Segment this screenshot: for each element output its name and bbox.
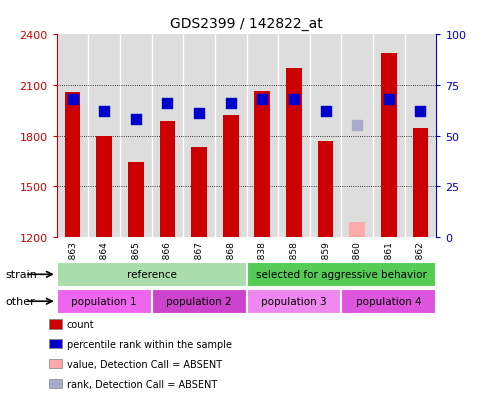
Text: percentile rank within the sample: percentile rank within the sample bbox=[67, 339, 232, 349]
Text: population 4: population 4 bbox=[356, 297, 422, 306]
Point bbox=[258, 97, 266, 103]
Point bbox=[100, 109, 108, 115]
Bar bbox=[246, 35, 278, 237]
Bar bbox=[341, 289, 436, 314]
Bar bbox=[373, 35, 405, 237]
Bar bbox=[215, 35, 246, 237]
Point bbox=[164, 101, 172, 107]
Point bbox=[132, 117, 140, 123]
Bar bbox=[278, 35, 310, 237]
Bar bbox=[405, 35, 436, 237]
Bar bbox=[152, 35, 183, 237]
Bar bbox=[152, 289, 246, 314]
Text: reference: reference bbox=[127, 270, 176, 280]
Bar bbox=[183, 35, 215, 237]
Bar bbox=[160, 122, 176, 237]
Bar bbox=[286, 69, 302, 237]
Text: rank, Detection Call = ABSENT: rank, Detection Call = ABSENT bbox=[67, 379, 217, 389]
Text: population 2: population 2 bbox=[166, 297, 232, 306]
Bar bbox=[65, 93, 80, 237]
Bar bbox=[57, 35, 88, 237]
Text: count: count bbox=[67, 319, 94, 329]
Bar bbox=[223, 116, 239, 237]
Bar bbox=[341, 35, 373, 237]
Bar bbox=[191, 148, 207, 237]
Point bbox=[195, 111, 203, 117]
Bar bbox=[413, 129, 428, 237]
Point bbox=[227, 101, 235, 107]
Bar bbox=[254, 92, 270, 237]
Bar bbox=[120, 35, 152, 237]
Text: GDS2399 / 142822_at: GDS2399 / 142822_at bbox=[170, 17, 323, 31]
Bar bbox=[310, 35, 341, 237]
Text: population 1: population 1 bbox=[71, 297, 137, 306]
Text: other: other bbox=[5, 297, 35, 306]
Bar bbox=[88, 35, 120, 237]
Point bbox=[385, 97, 393, 103]
Point bbox=[353, 123, 361, 130]
Text: value, Detection Call = ABSENT: value, Detection Call = ABSENT bbox=[67, 359, 222, 369]
Text: selected for aggressive behavior: selected for aggressive behavior bbox=[256, 270, 427, 280]
Bar bbox=[350, 222, 365, 237]
Point bbox=[417, 109, 424, 115]
Bar bbox=[57, 262, 246, 287]
Point bbox=[321, 109, 329, 115]
Point bbox=[69, 97, 76, 103]
Bar bbox=[128, 162, 143, 237]
Point bbox=[290, 97, 298, 103]
Bar bbox=[57, 289, 152, 314]
Text: population 3: population 3 bbox=[261, 297, 327, 306]
Bar bbox=[381, 54, 397, 237]
Text: strain: strain bbox=[5, 270, 37, 280]
Bar bbox=[246, 289, 341, 314]
Bar bbox=[317, 141, 333, 237]
Bar bbox=[96, 137, 112, 237]
Bar bbox=[246, 262, 436, 287]
